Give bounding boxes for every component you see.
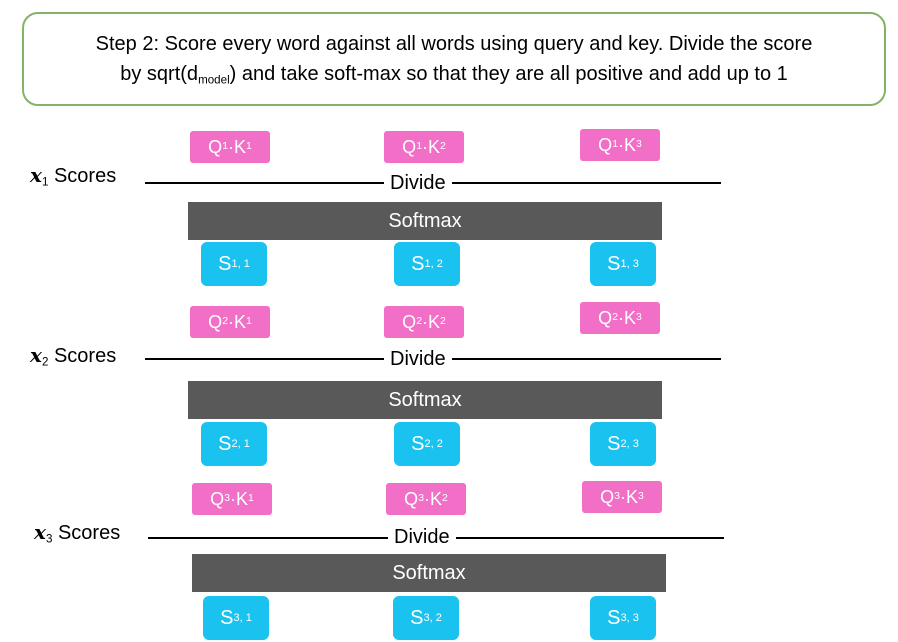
dot-operator: · [228,311,234,332]
score-1-1: S 1, 1 [201,242,267,286]
query-symbol: Q [402,136,417,157]
score-2-1: S 2, 1 [201,422,267,466]
line-2-prefix: by sqrt(d [120,63,199,85]
row-label-x1: x1 Scores [30,163,116,188]
x-symbol: x [30,163,42,187]
score-symbol: S [218,432,232,455]
query-symbol: Q [208,311,223,332]
softmax-bar: Softmax [188,381,662,419]
score-symbol: S [607,606,621,629]
key-symbol: K [428,311,441,332]
score-2-3: S 2, 3 [590,422,656,466]
query-symbol: Q [402,311,417,332]
divide-label: Divide [388,525,456,549]
softmax-bar: Softmax [188,202,662,240]
scores-label: Scores [53,345,117,367]
softmax-bar: Softmax [192,554,666,592]
score-1-2: S 1, 2 [394,242,460,286]
key-symbol: K [624,134,637,155]
key-symbol: K [430,488,443,509]
dot-operator: · [424,488,430,509]
x-symbol: x [34,520,46,544]
key-symbol: K [624,307,637,328]
query-symbol: Q [600,486,615,507]
key-symbol: K [626,486,639,507]
query-symbol: Q [208,136,223,157]
dot-operator: · [230,488,236,509]
score-symbol: S [411,432,425,455]
score-2-2: S 2, 2 [394,422,460,466]
divide-label: Divide [384,347,452,371]
score-symbol: S [220,606,234,629]
score-symbol: S [410,606,424,629]
key-symbol: K [428,136,441,157]
score-3-2: S 3, 2 [393,596,459,640]
scores-label: Scores [57,522,121,544]
key-symbol: K [234,311,247,332]
step-description-line-1: Step 2: Score every word against all wor… [95,33,813,55]
query-symbol: Q [598,307,613,328]
dot-operator: · [422,136,428,157]
step-description-line-2: by sqrt(dmodel) and take soft-max so tha… [120,59,788,89]
dot-operator: · [618,134,624,155]
line-2-suffix: ) and take soft-max so that they are all… [229,63,788,85]
score-symbol: S [607,252,621,275]
score-1-3: S 1, 3 [590,242,656,286]
key-symbol: K [236,488,249,509]
divide-label: Divide [384,171,452,195]
row-label-x2: x2 Scores [30,343,116,368]
dot-operator: · [422,311,428,332]
scores-label: Scores [53,165,117,187]
key-symbol: K [234,136,247,157]
x-index: 3 [45,532,53,546]
score-symbol: S [411,252,425,275]
query-symbol: Q [404,488,419,509]
x-symbol: x [30,343,42,367]
row-label-x3: x3 Scores [34,520,120,545]
x-index: 2 [41,355,49,369]
dot-operator: · [228,136,234,157]
dot-operator: · [618,307,624,328]
score-symbol: S [218,252,232,275]
score-symbol: S [607,432,621,455]
d-model-subscript: model [198,73,230,87]
x-index: 1 [41,175,49,189]
score-3-1: S 3, 1 [203,596,269,640]
step-description-box: Step 2: Score every word against all wor… [22,12,886,106]
score-3-3: S 3, 3 [590,596,656,640]
query-symbol: Q [210,488,225,509]
dot-operator: · [620,486,626,507]
query-symbol: Q [598,134,613,155]
